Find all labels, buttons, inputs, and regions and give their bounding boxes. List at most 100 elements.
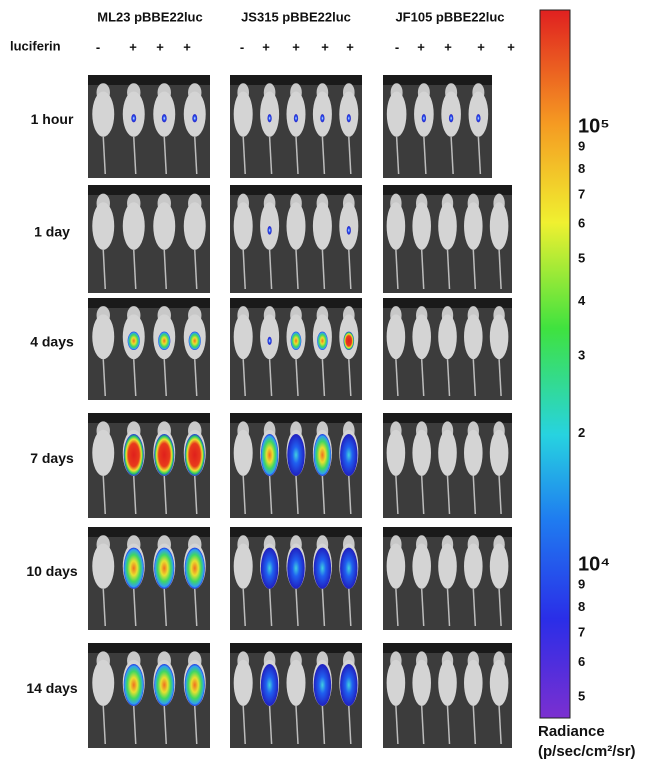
signal bbox=[344, 332, 355, 350]
luciferin-sign: - bbox=[395, 39, 399, 54]
mouse-body bbox=[234, 91, 253, 136]
signal bbox=[340, 664, 357, 706]
colorbar-tick-label: 10⁴ bbox=[578, 553, 610, 575]
signal bbox=[124, 664, 144, 706]
mouse-body bbox=[469, 91, 489, 136]
image-panel bbox=[383, 527, 512, 630]
signal bbox=[158, 332, 170, 350]
image-panel bbox=[230, 298, 362, 400]
image-panel bbox=[88, 527, 210, 630]
signal bbox=[340, 548, 357, 589]
image-panel bbox=[230, 643, 362, 748]
colorbar-tick-label: 6 bbox=[578, 654, 585, 669]
signal bbox=[162, 114, 167, 122]
luciferin-sign: + bbox=[444, 39, 452, 54]
colorbar-tick-label: 4 bbox=[578, 293, 586, 308]
mouse-body bbox=[464, 202, 483, 250]
signal bbox=[267, 337, 271, 345]
luciferin-sign: + bbox=[507, 39, 515, 54]
column-title: ML23 pBBE22luc bbox=[97, 9, 202, 24]
colorbar-tick-label: 9 bbox=[578, 577, 585, 592]
mouse-body bbox=[387, 430, 406, 476]
mouse-body bbox=[92, 91, 114, 136]
colorbar-tick-label: 8 bbox=[578, 599, 585, 614]
luciferin-sign: + bbox=[262, 39, 270, 54]
signal bbox=[154, 664, 174, 706]
colorbar-tick-label: 2 bbox=[578, 425, 585, 440]
mouse-body bbox=[234, 202, 253, 250]
signal bbox=[261, 434, 278, 476]
mouse-body bbox=[286, 660, 305, 706]
panel-top bbox=[383, 185, 512, 195]
signal bbox=[340, 434, 357, 476]
image-panel bbox=[383, 643, 512, 748]
signal bbox=[154, 548, 174, 589]
signal bbox=[347, 114, 351, 122]
luciferin-sign: + bbox=[477, 39, 485, 54]
mouse-body bbox=[412, 430, 431, 476]
mouse-body bbox=[438, 543, 457, 588]
image-panel bbox=[88, 75, 210, 178]
panel-top bbox=[230, 185, 362, 195]
signal bbox=[185, 434, 205, 476]
colorbar-tick-label: 10⁵ bbox=[578, 115, 610, 137]
mouse-body bbox=[92, 430, 114, 476]
signal bbox=[314, 664, 331, 706]
luciferin-sign: + bbox=[321, 39, 329, 54]
signal bbox=[320, 114, 324, 122]
mouse-body bbox=[184, 91, 206, 136]
colorbar-tick-label: 8 bbox=[578, 161, 585, 176]
mouse-body bbox=[184, 202, 206, 250]
mouse-body bbox=[260, 91, 279, 136]
signal bbox=[131, 114, 136, 122]
signal bbox=[287, 434, 304, 476]
image-panel bbox=[230, 185, 362, 293]
signal bbox=[185, 664, 205, 706]
luciferin-sign: + bbox=[129, 39, 137, 54]
mouse-body bbox=[387, 202, 406, 250]
mouse-body bbox=[313, 202, 332, 250]
mouse-body bbox=[412, 202, 431, 250]
signal bbox=[261, 548, 278, 589]
colorbar-tick-label: 7 bbox=[578, 625, 585, 640]
signal bbox=[124, 434, 144, 476]
luciferin-sign: - bbox=[96, 39, 100, 54]
mouse-body bbox=[387, 543, 406, 588]
panel-top bbox=[88, 75, 210, 85]
mouse-body bbox=[92, 202, 114, 250]
colorbar-tick-label: 9 bbox=[578, 139, 585, 154]
luciferin-sign: + bbox=[156, 39, 164, 54]
mouse-body bbox=[490, 202, 509, 250]
column-title: JS315 pBBE22luc bbox=[241, 9, 351, 24]
mouse-body bbox=[438, 660, 457, 706]
signal bbox=[124, 548, 144, 589]
mouse-body bbox=[234, 543, 253, 588]
mouse-body bbox=[441, 91, 461, 136]
signal bbox=[261, 664, 278, 706]
luciferin-sign: + bbox=[292, 39, 300, 54]
mouse-body bbox=[153, 202, 175, 250]
panel-top bbox=[88, 413, 210, 423]
colorbar bbox=[540, 10, 570, 718]
mouse-body bbox=[438, 430, 457, 476]
panel-top bbox=[88, 643, 210, 653]
column-title: JF105 pBBE22luc bbox=[395, 9, 504, 24]
mouse-body bbox=[490, 660, 509, 706]
colorbar-title: Radiance bbox=[538, 723, 605, 740]
image-panel bbox=[230, 527, 362, 630]
mouse-body bbox=[490, 543, 509, 588]
luciferin-sign: + bbox=[417, 39, 425, 54]
colorbar-unit: (p/sec/cm²/sr) bbox=[538, 743, 636, 760]
luciferin-sign: + bbox=[183, 39, 191, 54]
mouse-body bbox=[490, 314, 509, 359]
mouse-body bbox=[387, 314, 406, 359]
mouse-body bbox=[286, 202, 305, 250]
row-label: 4 days bbox=[30, 334, 74, 350]
mouse-body bbox=[412, 543, 431, 588]
signal bbox=[314, 434, 331, 476]
image-panel bbox=[88, 413, 210, 518]
mouse-body bbox=[123, 202, 145, 250]
image-panel bbox=[383, 185, 512, 293]
mouse-body bbox=[438, 202, 457, 250]
image-panel bbox=[383, 75, 492, 178]
